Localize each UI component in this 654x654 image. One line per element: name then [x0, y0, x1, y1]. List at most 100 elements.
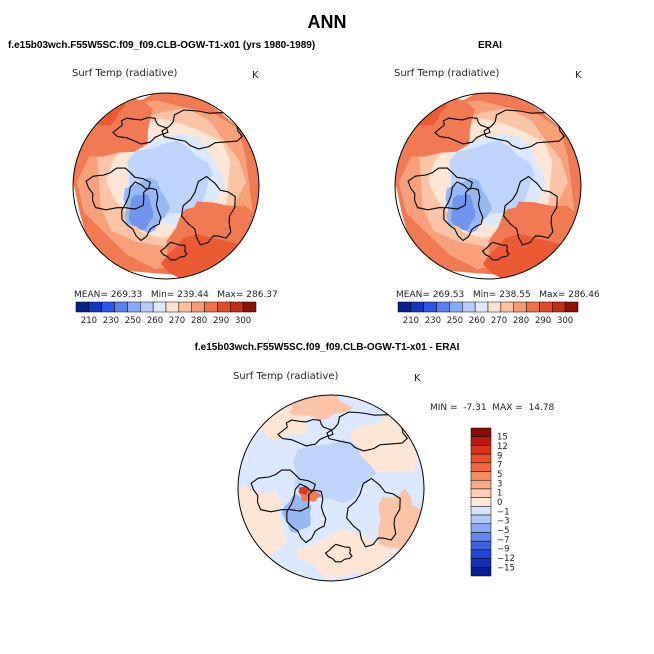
colorbar-label: 12 [497, 442, 508, 452]
map-boundary [394, 92, 582, 280]
colorbar-box [410, 301, 424, 313]
colorbar-box [449, 301, 463, 313]
main-title: ANN [307, 12, 347, 32]
colorbar-box [204, 301, 218, 313]
colorbar-box [470, 445, 492, 455]
greenland-cold-core [450, 194, 476, 231]
colorbar-box [539, 301, 553, 313]
colorbar-label: 3 [497, 479, 502, 489]
colorbar-label: 210 [403, 316, 419, 326]
greenland-cold-core [128, 194, 154, 231]
colorbar-box [462, 301, 476, 313]
coastline [324, 543, 353, 563]
colorbar-box [487, 301, 502, 313]
coastline [85, 167, 151, 211]
colorbar-label: −1 [497, 507, 510, 517]
model-variable-label: Surf Temp (radiative) [72, 68, 178, 79]
colorbar-box [152, 301, 167, 313]
obs-units-label: K [575, 70, 582, 81]
diff-variable-label: Surf Temp (radiative) [233, 371, 339, 382]
colorbar-label: 9 [497, 451, 502, 461]
coastline [121, 181, 162, 242]
coastline [443, 181, 484, 242]
colorbar-box [500, 301, 514, 313]
colorbar-label: 270 [491, 316, 507, 326]
temperature-contour [73, 93, 126, 126]
colorbar-label: 5 [497, 470, 502, 480]
colorbar-label: 230 [103, 316, 119, 326]
colorbar-box [230, 301, 244, 313]
colorbar-box [114, 301, 128, 313]
colorbar-label: 260 [469, 316, 485, 326]
colorbar-box [242, 301, 257, 313]
temperature-contour [287, 395, 354, 421]
colorbar-label: 270 [169, 316, 185, 326]
colorbar-box [470, 479, 492, 490]
coastline [159, 241, 188, 261]
coastline [250, 469, 316, 513]
colorbar-label: 260 [147, 316, 163, 326]
colorbar-label: −9 [497, 545, 510, 555]
colorbar-label: 1 [497, 489, 502, 499]
colorbar-box [178, 301, 192, 313]
colorbar-label: 300 [235, 316, 251, 326]
model-colorbar: 210 230 250 260 270 280 290 300 [75, 301, 257, 326]
colorbar-label: 290 [535, 316, 551, 326]
colorbar-box [513, 301, 527, 313]
colorbar-box [101, 301, 115, 313]
colorbar-box [217, 301, 231, 313]
colorbar-label: 230 [425, 316, 441, 326]
colorbar-box [423, 301, 437, 313]
colorbar-label: −5 [497, 526, 510, 536]
colorbar-label: 300 [557, 316, 573, 326]
obs-variable-label: Surf Temp (radiative) [394, 68, 500, 79]
temperature-contour [297, 529, 399, 579]
colorbar-box [165, 301, 180, 313]
diff-units-label: K [414, 373, 421, 384]
colorbar-label: 280 [513, 316, 529, 326]
coastline [481, 241, 510, 261]
map-boundary [237, 394, 425, 582]
model-units-label: K [252, 70, 259, 81]
colorbar-label: 15 [497, 433, 508, 443]
map-boundary [72, 92, 260, 280]
colorbar-box [470, 497, 492, 507]
model-map [72, 92, 260, 280]
colorbar-label: −15 [497, 563, 515, 573]
colorbar-box [470, 471, 492, 481]
diff-case-title: f.e15b03wch.F55W5SC.f09_f09.CLB-OGW-T1-x… [194, 342, 460, 353]
colorbar-label: 250 [125, 316, 141, 326]
coastline [112, 116, 169, 145]
colorbar-box [470, 532, 492, 542]
coastline [346, 477, 401, 548]
colorbar-box [470, 506, 492, 516]
map-field [73, 93, 259, 279]
obs-stats: MEAN= 269.53 Min= 238.55 Max= 286.46 [396, 290, 600, 300]
model-stats: MEAN= 269.33 Min= 239.44 Max= 286.37 [74, 290, 278, 300]
colorbar-label: 290 [213, 316, 229, 326]
colorbar-label: −3 [497, 517, 510, 527]
colorbar-box [470, 453, 492, 464]
colorbar-box [474, 301, 489, 313]
coastline [503, 175, 558, 246]
coastline [286, 483, 327, 544]
coastline [181, 175, 236, 246]
map-field [395, 93, 581, 279]
obs-colorbar: 210 230 250 260 270 280 290 300 [397, 301, 579, 326]
colorbar-box [75, 301, 90, 313]
colorbar-box [564, 301, 579, 313]
colorbar-box [191, 301, 205, 313]
colorbar-box [470, 436, 492, 446]
colorbar-box [127, 301, 141, 313]
colorbar-box [470, 523, 492, 533]
colorbar-box [470, 558, 492, 568]
colorbar-label: −12 [497, 554, 515, 564]
colorbar-box [470, 462, 492, 472]
colorbar-label: −7 [497, 535, 510, 545]
coastline [407, 167, 473, 211]
colorbar-box [470, 540, 492, 551]
colorbar-label: 7 [497, 461, 502, 471]
colorbar-box [552, 301, 566, 313]
colorbar-box [470, 514, 492, 525]
